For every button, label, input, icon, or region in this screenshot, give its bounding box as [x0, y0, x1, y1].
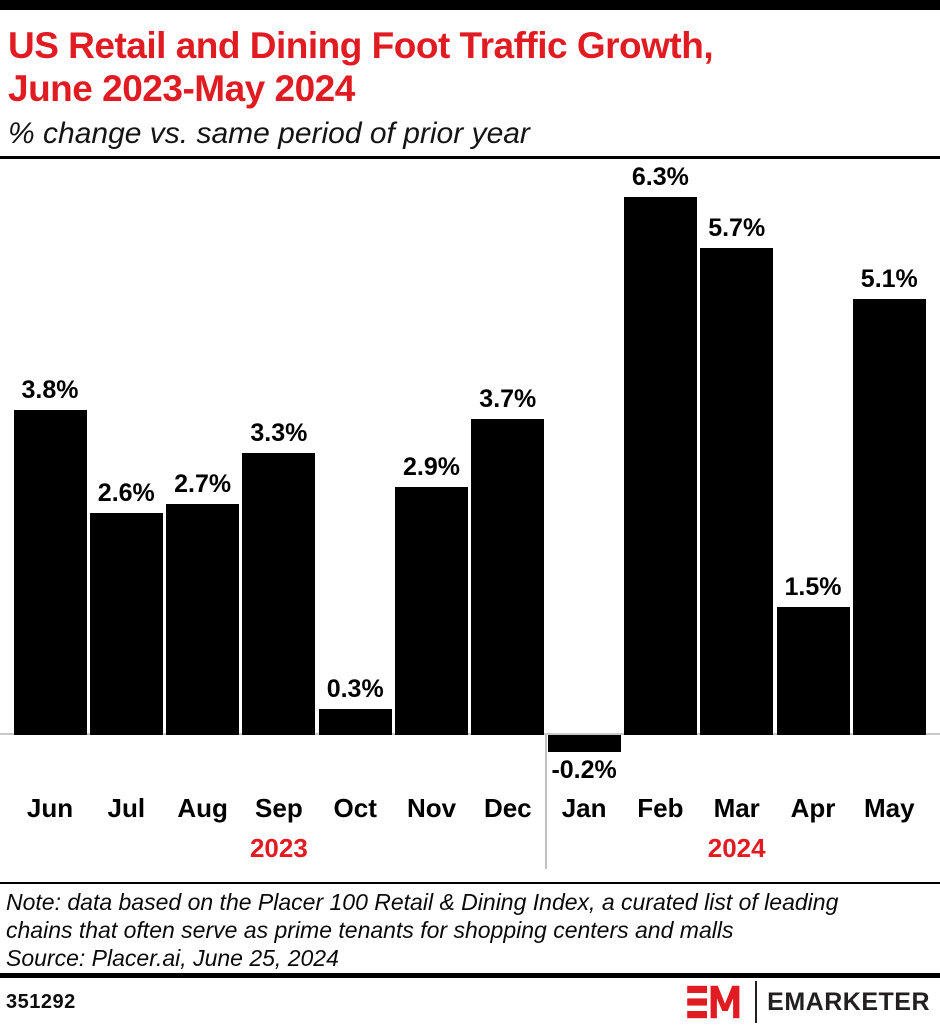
month-label-jul: Jul: [107, 793, 146, 823]
value-label-may: 5.1%: [860, 265, 918, 293]
value-label-apr: 1.5%: [784, 573, 842, 601]
month-label-feb: Feb: [637, 793, 684, 823]
bar-oct: [318, 709, 392, 735]
footnote: Note: data based on the Placer 100 Retai…: [0, 882, 940, 973]
chart-id: 351292: [6, 990, 76, 1013]
month-label-jan: Jan: [561, 793, 607, 823]
value-label-sep: 3.3%: [250, 419, 308, 447]
chart-header: US Retail and Dining Foot Traffic Growth…: [0, 10, 940, 156]
chart-stage: 3.8% Jun 2.6% Jul 2.7% Aug 3.3% Sep 0.3% Oct 2.9% N…: [0, 159, 940, 882]
month-label-dec: Dec: [483, 793, 532, 823]
value-label-dec: 3.7%: [479, 385, 537, 413]
month-label-sep: Sep: [255, 793, 303, 823]
chart-subtitle: % change vs. same period of prior year: [8, 117, 530, 150]
value-label-oct: 0.3%: [326, 675, 384, 703]
bar-mar: [700, 248, 774, 735]
month-label-aug: Aug: [177, 793, 228, 823]
year-label-2023: 2023: [249, 833, 308, 863]
bar-jul: [89, 513, 163, 735]
value-label-jul: 2.6%: [97, 479, 155, 507]
month-label-jun: Jun: [26, 793, 74, 823]
brand-name: EMARKETER: [767, 987, 930, 1016]
footnote-line-2: chains that often serve as prime tenants…: [6, 917, 734, 943]
footer: 351292 EMARKETER: [0, 978, 940, 1026]
title-rule: [0, 156, 940, 159]
logo-divider: [755, 981, 758, 1023]
value-label-mar: 5.7%: [708, 214, 766, 242]
month-label-may: May: [864, 793, 915, 823]
year-label-2024: 2024: [707, 833, 766, 863]
value-label-nov: 2.9%: [403, 453, 460, 481]
title-line-1: US Retail and Dining Foot Traffic Growth…: [8, 25, 714, 66]
bar-aug: [166, 504, 240, 735]
footnote-line-1: Note: data based on the Placer 100 Retai…: [6, 889, 839, 915]
title-line-2: June 2023-May 2024: [8, 68, 355, 109]
bar-jan: [547, 735, 621, 752]
value-label-jun: 3.8%: [21, 376, 79, 404]
page-title: US Retail and Dining Foot Traffic Growth…: [8, 24, 930, 110]
value-label-feb: 6.3%: [631, 163, 689, 191]
month-label-mar: Mar: [713, 793, 760, 823]
bar-may: [852, 299, 926, 735]
value-label-aug: 2.7%: [174, 470, 232, 498]
month-label-oct: Oct: [333, 793, 377, 823]
emarketer-em-icon: [687, 985, 740, 1019]
month-label-nov: Nov: [406, 793, 457, 823]
bar-dec: [471, 419, 545, 735]
bar-sep: [242, 453, 316, 735]
bar-apr: [776, 607, 850, 735]
x-axis-line: [0, 733, 940, 735]
emarketer-logo: EMARKETER: [687, 981, 930, 1023]
month-label-apr: Apr: [790, 793, 836, 823]
year-divider-line: [544, 735, 547, 869]
bar-feb: [623, 197, 697, 735]
source-line: Source: Placer.ai, June 25, 2024: [6, 945, 339, 971]
bar-nov: [395, 487, 468, 735]
footer-bar: [0, 973, 940, 978]
value-label-jan: -0.2%: [551, 756, 617, 784]
top-strip: [0, 0, 940, 10]
bar-jun: [13, 410, 87, 735]
